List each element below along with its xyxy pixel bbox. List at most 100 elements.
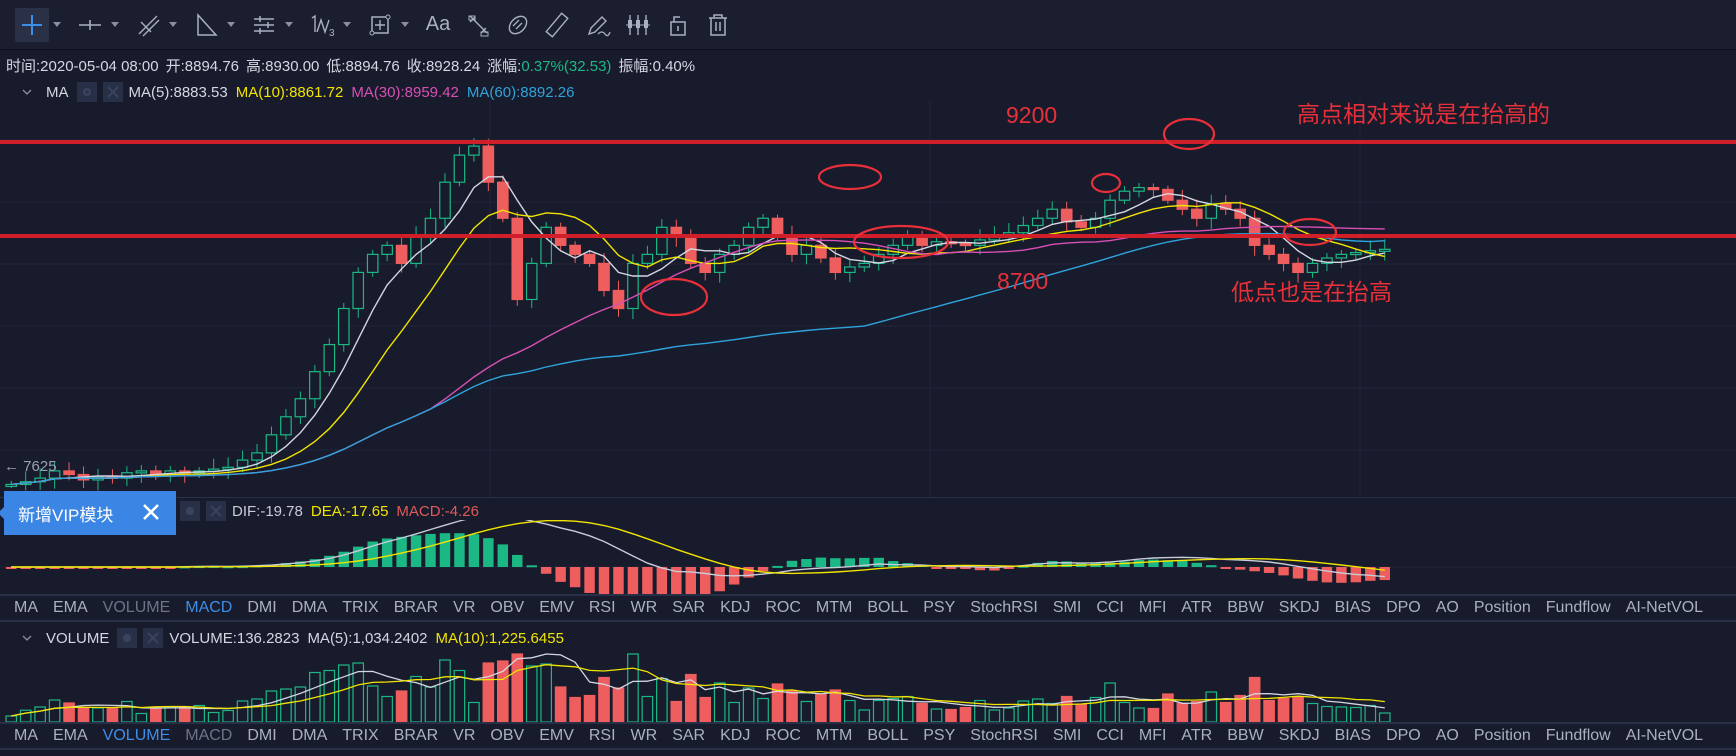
tab-ai-netvol[interactable]: AI-NetVOL <box>1625 599 1704 616</box>
tab-ao[interactable]: AO <box>1435 599 1459 616</box>
tab-position[interactable]: Position <box>1473 727 1531 744</box>
parallel-channel-tool-button[interactable] <box>247 8 299 42</box>
tab-trix[interactable]: TRIX <box>342 727 379 744</box>
triangle-shape-icon[interactable] <box>189 8 223 42</box>
tab-skdj[interactable]: SKDJ <box>1278 727 1320 744</box>
tab-stochrsi[interactable]: StochRSI <box>970 727 1038 744</box>
tab-dmi[interactable]: DMI <box>247 727 277 744</box>
tab-volume[interactable]: VOLUME <box>102 599 171 616</box>
tab-cci[interactable]: CCI <box>1096 727 1124 744</box>
close-icon[interactable] <box>143 628 164 648</box>
tab-ao[interactable]: AO <box>1435 727 1459 744</box>
tab-ai-netvol[interactable]: AI-NetVOL <box>1625 727 1704 744</box>
dropdown-caret-icon[interactable] <box>401 22 409 27</box>
tab-kdj[interactable]: KDJ <box>720 727 751 744</box>
tab-bbw[interactable]: BBW <box>1227 727 1264 744</box>
tab-bbw[interactable]: BBW <box>1227 599 1264 616</box>
pen-tool-button[interactable] <box>581 8 615 42</box>
ruler-settings-tool-button[interactable] <box>461 8 495 42</box>
collapse-chevron-icon[interactable] <box>22 87 32 97</box>
tab-brar[interactable]: BRAR <box>393 599 439 616</box>
tab-ma[interactable]: MA <box>14 727 38 744</box>
dropdown-caret-icon[interactable] <box>285 22 293 27</box>
ruler-tool-button[interactable] <box>541 8 575 42</box>
tab-psy[interactable]: PSY <box>923 727 956 744</box>
tab-rsi[interactable]: RSI <box>588 599 616 616</box>
trash-icon[interactable] <box>701 8 735 42</box>
trend-lines-tool-button[interactable] <box>131 8 183 42</box>
tab-sar[interactable]: SAR <box>672 599 706 616</box>
close-icon[interactable] <box>102 82 123 102</box>
tab-rsi[interactable]: RSI <box>588 727 616 744</box>
dropdown-caret-icon[interactable] <box>169 22 177 27</box>
gear-icon[interactable] <box>117 628 138 648</box>
tab-dma[interactable]: DMA <box>291 599 328 616</box>
parallel-channel-icon[interactable] <box>247 8 281 42</box>
tab-wr[interactable]: WR <box>630 599 658 616</box>
measure-box-tool-button[interactable] <box>363 8 415 42</box>
tab-mfi[interactable]: MFI <box>1138 599 1167 616</box>
ruler-settings-icon[interactable] <box>461 8 495 42</box>
tab-volume[interactable]: VOLUME <box>102 727 171 744</box>
text-tool-tool-button[interactable]: Aa <box>421 8 455 42</box>
measure-box-icon[interactable] <box>363 8 397 42</box>
tab-ma[interactable]: MA <box>14 599 38 616</box>
tab-dpo[interactable]: DPO <box>1386 599 1421 616</box>
close-icon[interactable] <box>140 501 162 523</box>
tab-smi[interactable]: SMI <box>1052 599 1082 616</box>
gear-icon[interactable] <box>76 82 97 102</box>
tab-ema[interactable]: EMA <box>53 727 88 744</box>
dropdown-caret-icon[interactable] <box>227 22 235 27</box>
horizontal-line-icon[interactable] <box>73 8 107 42</box>
candles-icon[interactable] <box>621 8 655 42</box>
tab-obv[interactable]: OBV <box>490 599 525 616</box>
triangle-shape-tool-button[interactable] <box>189 8 241 42</box>
horizontal-line-tool-button[interactable] <box>73 8 125 42</box>
tab-dpo[interactable]: DPO <box>1386 727 1421 744</box>
fibonacci-wave-icon[interactable]: 3 <box>305 8 339 42</box>
tab-trix[interactable]: TRIX <box>342 599 379 616</box>
lock-icon[interactable] <box>661 8 695 42</box>
vip-module-popup[interactable]: 新增VIP模块 <box>0 491 176 535</box>
volume-chart[interactable] <box>0 648 1736 724</box>
crosshair-tool-button[interactable] <box>15 7 67 42</box>
tab-vr[interactable]: VR <box>453 599 476 616</box>
tab-emv[interactable]: EMV <box>539 599 574 616</box>
gear-icon[interactable] <box>180 501 200 521</box>
collapse-chevron-icon[interactable] <box>22 633 32 643</box>
tab-fundflow[interactable]: Fundflow <box>1545 727 1611 744</box>
tab-stochrsi[interactable]: StochRSI <box>970 599 1038 616</box>
tab-macd[interactable]: MACD <box>185 727 233 744</box>
tab-roc[interactable]: ROC <box>765 599 801 616</box>
price-chart[interactable] <box>0 100 1736 497</box>
crosshair-icon[interactable] <box>15 7 49 42</box>
text-tool-icon[interactable]: Aa <box>425 13 451 35</box>
candles-tool-button[interactable] <box>621 8 655 42</box>
tab-mtm[interactable]: MTM <box>815 599 853 616</box>
dropdown-caret-icon[interactable] <box>343 22 351 27</box>
tab-bias[interactable]: BIAS <box>1334 599 1372 616</box>
tab-ema[interactable]: EMA <box>53 599 88 616</box>
magnet-tool-button[interactable] <box>501 8 535 42</box>
tab-obv[interactable]: OBV <box>490 727 525 744</box>
tab-roc[interactable]: ROC <box>765 727 801 744</box>
tab-emv[interactable]: EMV <box>539 727 574 744</box>
tab-mfi[interactable]: MFI <box>1138 727 1167 744</box>
tab-psy[interactable]: PSY <box>923 599 956 616</box>
fibonacci-wave-tool-button[interactable]: 3 <box>305 8 357 42</box>
tab-mtm[interactable]: MTM <box>815 727 853 744</box>
trash-tool-button[interactable] <box>701 8 735 42</box>
tab-brar[interactable]: BRAR <box>393 727 439 744</box>
dropdown-caret-icon[interactable] <box>53 22 61 27</box>
trend-lines-icon[interactable] <box>131 8 165 42</box>
tab-sar[interactable]: SAR <box>672 727 706 744</box>
dropdown-caret-icon[interactable] <box>111 22 119 27</box>
lock-tool-button[interactable] <box>661 8 695 42</box>
tab-skdj[interactable]: SKDJ <box>1278 599 1320 616</box>
tab-fundflow[interactable]: Fundflow <box>1545 599 1611 616</box>
tab-macd[interactable]: MACD <box>185 599 233 616</box>
close-icon[interactable] <box>206 501 226 521</box>
tab-dma[interactable]: DMA <box>291 727 328 744</box>
tab-kdj[interactable]: KDJ <box>720 599 751 616</box>
tab-boll[interactable]: BOLL <box>867 599 909 616</box>
